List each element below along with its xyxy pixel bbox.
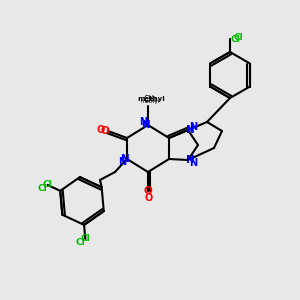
Text: methyl: methyl bbox=[140, 100, 160, 104]
Text: N: N bbox=[121, 154, 129, 164]
Text: N: N bbox=[142, 120, 150, 130]
Text: Cl: Cl bbox=[230, 34, 240, 43]
Circle shape bbox=[143, 167, 152, 176]
Text: N: N bbox=[186, 125, 194, 135]
Text: O: O bbox=[145, 193, 153, 203]
Circle shape bbox=[122, 134, 131, 142]
Text: Cl: Cl bbox=[233, 34, 243, 43]
Text: O: O bbox=[144, 186, 152, 196]
Circle shape bbox=[164, 134, 173, 142]
Text: Cl: Cl bbox=[80, 234, 90, 243]
Text: N: N bbox=[189, 122, 197, 132]
Text: N: N bbox=[139, 117, 147, 127]
Text: Cl: Cl bbox=[43, 180, 52, 189]
Text: N: N bbox=[118, 157, 126, 167]
Text: O: O bbox=[100, 126, 109, 136]
Circle shape bbox=[184, 155, 193, 164]
Text: Cl: Cl bbox=[38, 184, 47, 194]
Text: N: N bbox=[189, 158, 197, 168]
Circle shape bbox=[194, 140, 202, 149]
Text: methyl: methyl bbox=[137, 96, 165, 102]
Circle shape bbox=[122, 154, 131, 164]
Circle shape bbox=[184, 125, 193, 134]
Text: N: N bbox=[186, 155, 194, 165]
Circle shape bbox=[164, 154, 173, 164]
Circle shape bbox=[143, 121, 152, 130]
Text: CH₃: CH₃ bbox=[144, 94, 158, 103]
Text: O: O bbox=[97, 125, 105, 135]
Text: Cl: Cl bbox=[75, 238, 85, 247]
